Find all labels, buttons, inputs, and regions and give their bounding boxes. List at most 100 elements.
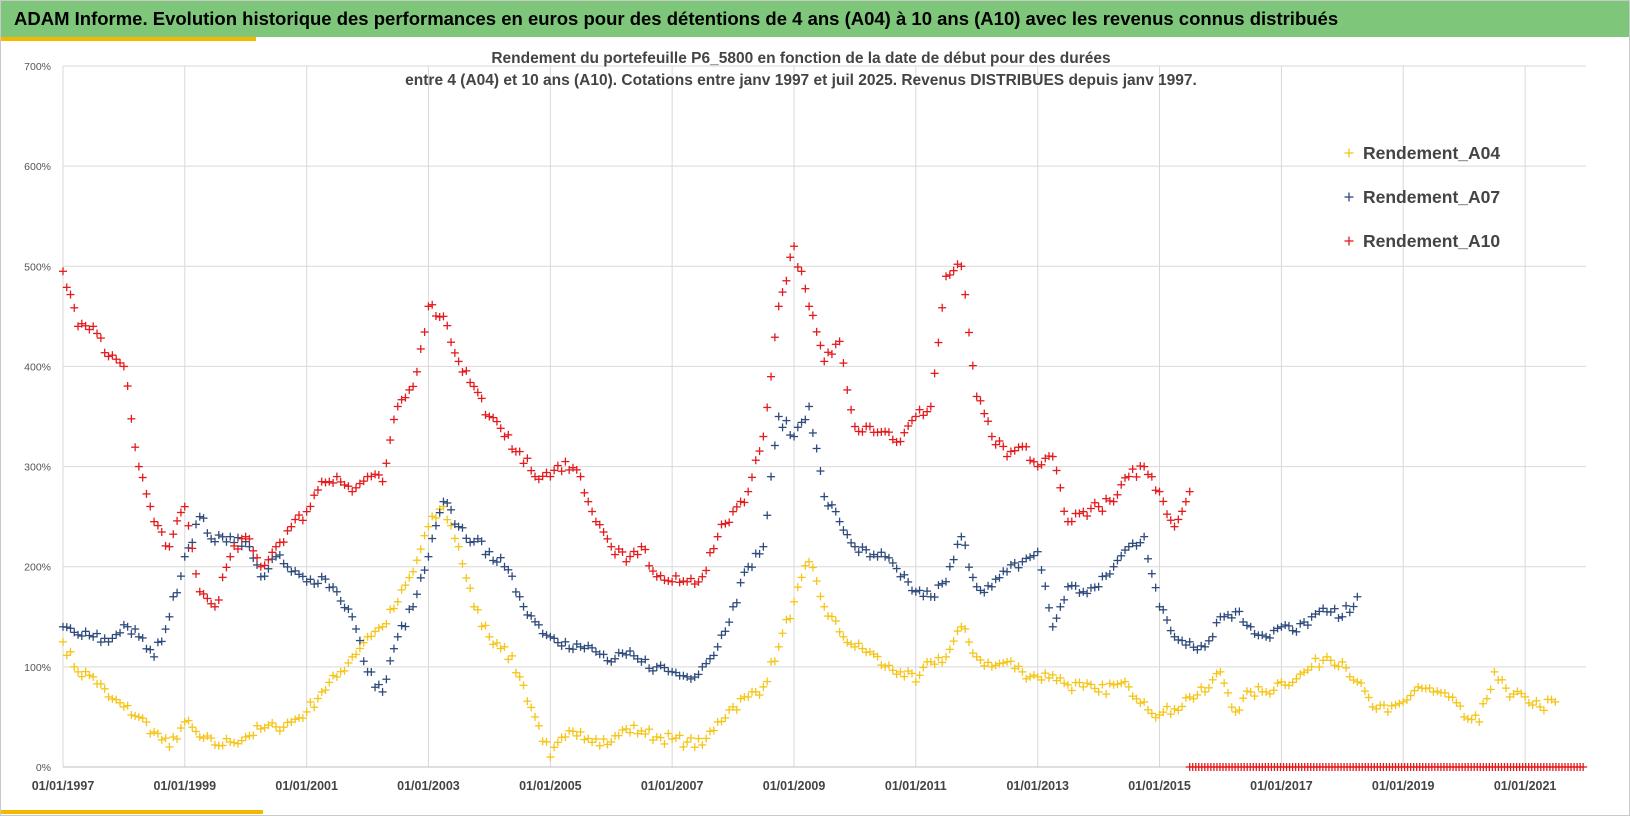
data-point [1014, 563, 1023, 572]
data-point [1041, 669, 1050, 678]
data-point [489, 413, 498, 422]
data-point [740, 568, 749, 577]
data-point [865, 422, 874, 431]
data-point [1357, 679, 1366, 688]
data-point [1083, 589, 1092, 598]
data-point [831, 507, 840, 516]
data-point [412, 590, 421, 599]
data-point [157, 735, 166, 744]
data-point [1037, 460, 1046, 469]
data-point [332, 472, 341, 481]
data-point [934, 581, 943, 590]
data-point [1273, 679, 1282, 688]
data-point [176, 508, 185, 517]
data-point [816, 467, 825, 476]
data-point [374, 680, 383, 689]
data-point [1010, 558, 1019, 567]
data-point [93, 629, 102, 638]
data-point [801, 415, 810, 424]
data-point [1174, 515, 1183, 524]
data-point [283, 562, 292, 571]
data-point [165, 542, 174, 551]
data-point [1490, 667, 1499, 676]
data-point [618, 547, 627, 556]
data-point [1498, 675, 1507, 684]
data-point [1063, 582, 1072, 591]
data-point [153, 729, 162, 738]
data-point [808, 563, 817, 572]
data-point [1102, 690, 1111, 699]
data-point [599, 650, 608, 659]
data-point [515, 447, 524, 456]
data-point [1231, 707, 1240, 716]
data-point [116, 698, 125, 707]
data-point [291, 566, 300, 575]
data-point [881, 662, 890, 671]
data-point [100, 348, 109, 357]
data-point [1060, 679, 1069, 688]
data-point [1307, 662, 1316, 671]
data-point [984, 417, 993, 426]
data-point [1296, 670, 1305, 679]
data-point [1132, 472, 1141, 481]
data-point [176, 572, 185, 581]
data-point [595, 741, 604, 750]
data-point [1079, 507, 1088, 516]
data-point [1006, 447, 1015, 456]
data-point [1014, 662, 1023, 671]
data-point [306, 502, 315, 511]
data-point [607, 542, 616, 551]
data-point [812, 327, 821, 336]
data-point [1105, 569, 1114, 578]
data-point [515, 592, 524, 601]
data-point [1330, 661, 1339, 670]
data-point [686, 674, 695, 683]
data-point [611, 654, 620, 663]
data-point [256, 562, 265, 571]
data-point [1143, 554, 1152, 563]
data-point [915, 671, 924, 680]
data-point [1170, 522, 1179, 531]
data-point [1288, 626, 1297, 635]
data-point [557, 467, 566, 476]
data-point [1262, 687, 1271, 696]
data-point [1067, 517, 1076, 526]
data-point [1124, 472, 1133, 481]
data-point [873, 652, 882, 661]
data-point [984, 581, 993, 590]
data-point [999, 442, 1008, 451]
data-point [717, 717, 726, 726]
data-point [961, 624, 970, 633]
data-point [698, 572, 707, 581]
data-point [801, 561, 810, 570]
data-point [683, 737, 692, 746]
data-point [127, 630, 136, 639]
data-point [203, 529, 212, 538]
y-axis: 0% 100% 200% 300% 400% 500% 600% 700% [24, 61, 51, 774]
data-point [523, 697, 532, 706]
data-point [146, 645, 155, 654]
data-point [180, 717, 189, 726]
data-point [1326, 656, 1335, 665]
data-point [561, 732, 570, 741]
data-point [1284, 621, 1293, 630]
data-point [991, 440, 1000, 449]
data-point [668, 734, 677, 743]
data-point [1022, 442, 1031, 451]
data-point [1296, 619, 1305, 628]
data-point [702, 566, 711, 575]
data-point [1216, 667, 1225, 676]
data-point [1551, 697, 1560, 706]
data-point [1372, 704, 1381, 713]
data-point [515, 672, 524, 681]
data-point [317, 477, 326, 486]
data-point [1193, 690, 1202, 699]
data-point [119, 362, 128, 371]
data-point [1246, 622, 1255, 631]
data-point [435, 508, 444, 517]
data-point [850, 422, 859, 431]
data-point [1037, 566, 1046, 575]
data-point [915, 405, 924, 414]
data-point [519, 459, 528, 468]
